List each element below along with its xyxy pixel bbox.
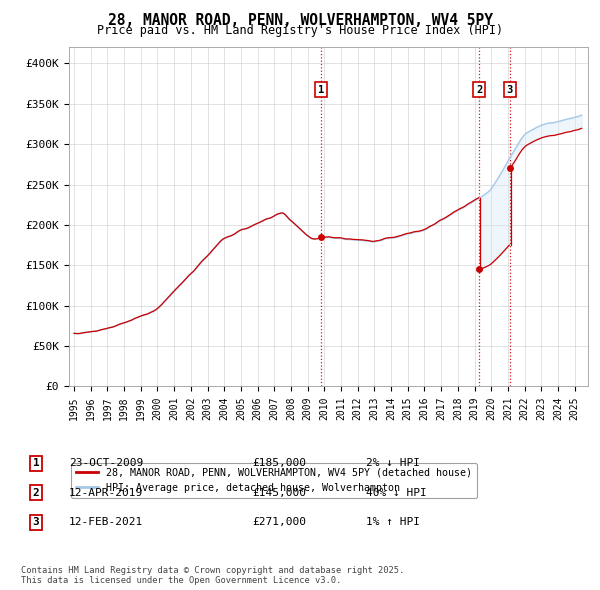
Text: 2: 2 bbox=[32, 488, 40, 497]
Text: £185,000: £185,000 bbox=[252, 458, 306, 468]
Text: 12-FEB-2021: 12-FEB-2021 bbox=[69, 517, 143, 527]
Point bbox=[505, 163, 515, 172]
Text: 23-OCT-2009: 23-OCT-2009 bbox=[69, 458, 143, 468]
Text: 40% ↓ HPI: 40% ↓ HPI bbox=[366, 488, 427, 497]
Text: 2% ↓ HPI: 2% ↓ HPI bbox=[366, 458, 420, 468]
Text: Price paid vs. HM Land Registry's House Price Index (HPI): Price paid vs. HM Land Registry's House … bbox=[97, 24, 503, 37]
Text: 2: 2 bbox=[476, 84, 482, 94]
Text: 3: 3 bbox=[507, 84, 513, 94]
Text: 1: 1 bbox=[32, 458, 40, 468]
Text: 1: 1 bbox=[318, 84, 324, 94]
Text: 12-APR-2019: 12-APR-2019 bbox=[69, 488, 143, 497]
Text: 3: 3 bbox=[32, 517, 40, 527]
Text: Contains HM Land Registry data © Crown copyright and database right 2025.
This d: Contains HM Land Registry data © Crown c… bbox=[21, 566, 404, 585]
Point bbox=[316, 232, 326, 242]
Text: £271,000: £271,000 bbox=[252, 517, 306, 527]
Text: £145,000: £145,000 bbox=[252, 488, 306, 497]
Text: 28, MANOR ROAD, PENN, WOLVERHAMPTON, WV4 5PY: 28, MANOR ROAD, PENN, WOLVERHAMPTON, WV4… bbox=[107, 13, 493, 28]
Text: 1% ↑ HPI: 1% ↑ HPI bbox=[366, 517, 420, 527]
Point bbox=[475, 264, 484, 274]
Legend: 28, MANOR ROAD, PENN, WOLVERHAMPTON, WV4 5PY (detached house), HPI: Average pric: 28, MANOR ROAD, PENN, WOLVERHAMPTON, WV4… bbox=[71, 463, 478, 498]
